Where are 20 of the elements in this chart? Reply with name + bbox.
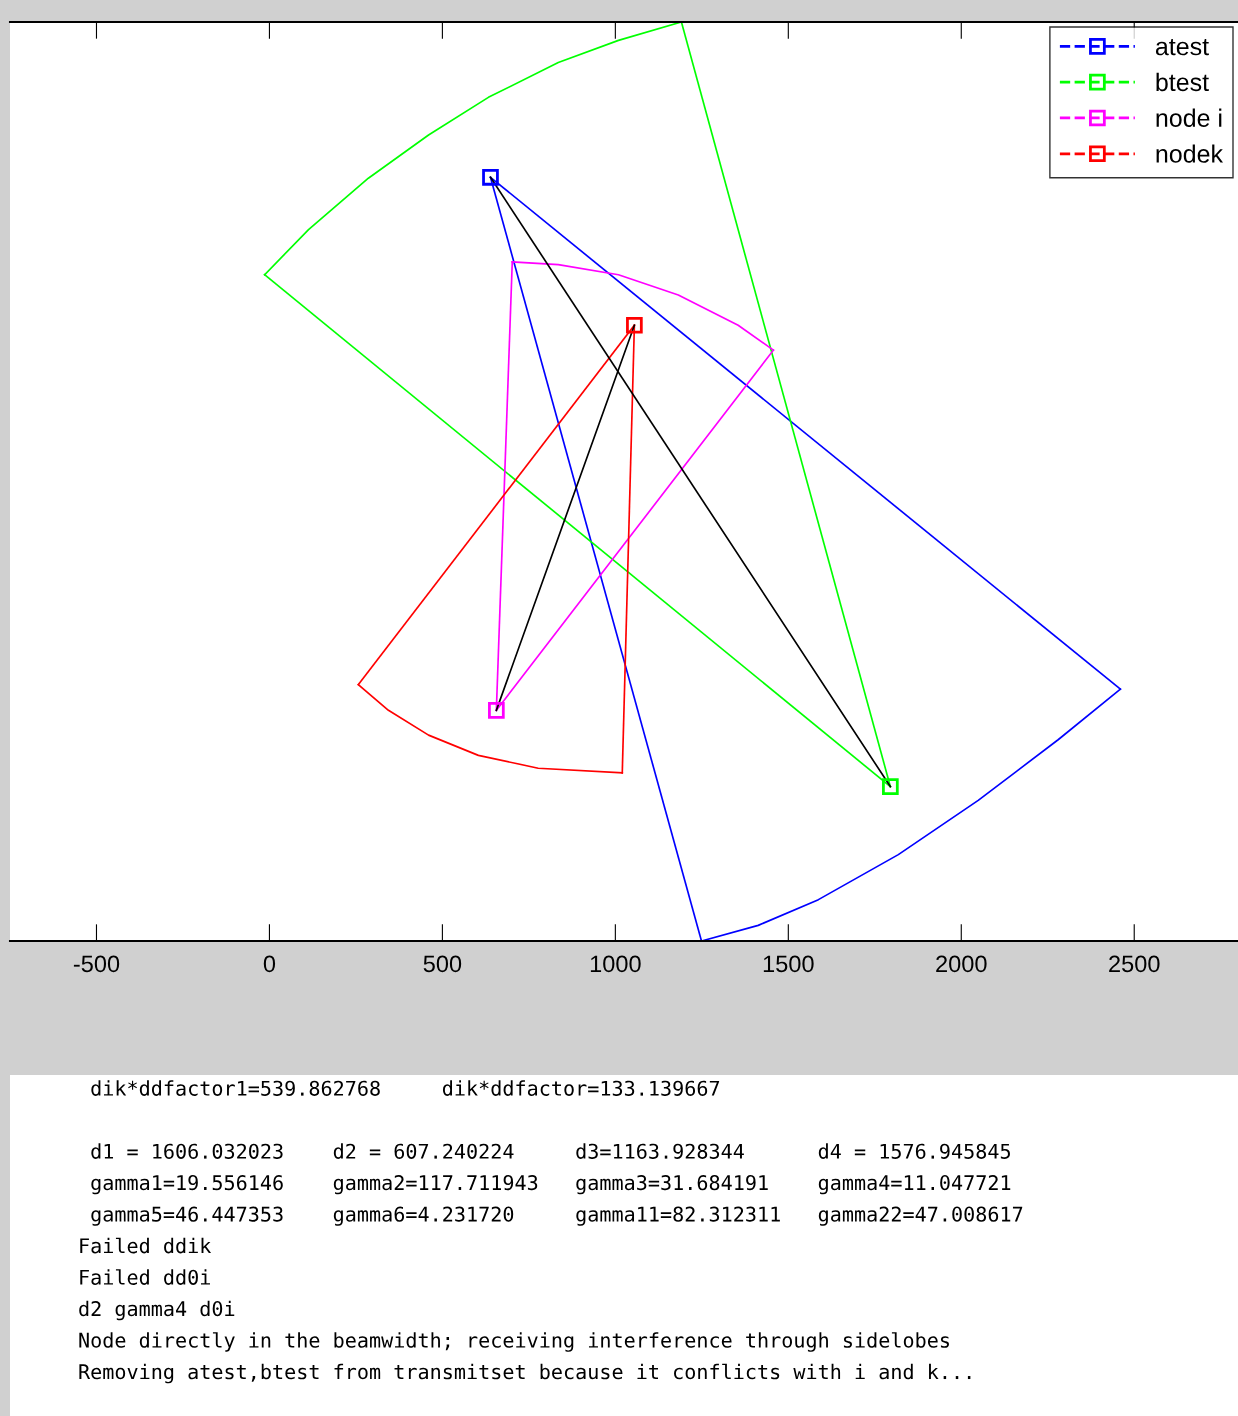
text: Node directly in the beamwidth; receiving interference through sidelobes — [79, 1332, 949, 1352]
text: dik*ddfactor1=539.862768 dik*ddfactor=133.139667 — [91, 1080, 720, 1096]
legend-label: node i — [1156, 108, 1222, 127]
text: Failed dd0i — [80, 1269, 210, 1285]
legend-label: atest — [1155, 38, 1209, 56]
text: gamma5=46.447353 gamma6=4.231720 gamma11=82.312311 gamma22=47.008617 — [91, 1206, 1023, 1226]
legend-label: btest — [1156, 72, 1209, 92]
text: Removing atest,btest from transmitset because it conflicts with i and k... — [79, 1363, 971, 1384]
x-tick-label: 2500 — [1109, 955, 1160, 973]
text: gamma1=19.556146 gamma2=117.711943 gamma3=31.684191 gamma4=11.047721 — [91, 1175, 1011, 1195]
legend-label: nodek — [1156, 144, 1224, 163]
x-tick-label: 1500 — [763, 955, 814, 973]
x-tick-label: 2000 — [936, 955, 987, 973]
x-tick-label: 0 — [263, 955, 276, 973]
x-tick-label: 1000 — [590, 955, 641, 973]
text: d1 = 1606.032023 d2 = 607.240224 d3=1163.928344 d4 = 1576.945845 — [91, 1143, 1010, 1159]
text: d2 gamma4 d0i — [79, 1300, 235, 1321]
x-tick-label: 500 — [423, 955, 462, 973]
x-tick-label: -500 — [73, 955, 120, 973]
text: Failed ddik — [80, 1237, 212, 1254]
